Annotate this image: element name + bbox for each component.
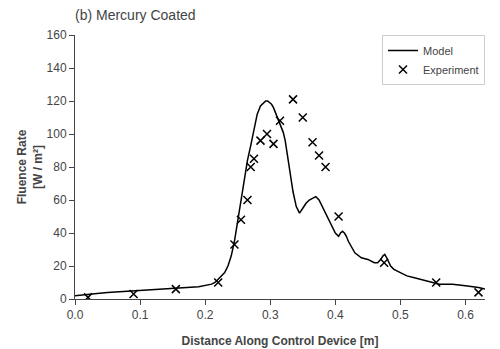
svg-text:0.3: 0.3 (262, 308, 279, 322)
svg-text:60: 60 (53, 193, 67, 207)
svg-text:Model: Model (423, 45, 453, 57)
svg-text:Distance Along Control Device: Distance Along Control Device [m] (182, 334, 379, 348)
svg-text:0.2: 0.2 (197, 308, 214, 322)
svg-text:160: 160 (47, 28, 67, 42)
svg-text:0: 0 (60, 292, 67, 306)
svg-text:0.4: 0.4 (327, 308, 344, 322)
svg-text:100: 100 (47, 127, 67, 141)
svg-text:40: 40 (53, 226, 67, 240)
svg-text:0.5: 0.5 (392, 308, 409, 322)
svg-text:Experiment: Experiment (423, 64, 479, 76)
svg-text:0.1: 0.1 (132, 308, 149, 322)
svg-text:140: 140 (47, 61, 67, 75)
svg-text:0.6: 0.6 (457, 308, 474, 322)
svg-text:0.0: 0.0 (67, 308, 84, 322)
svg-text:20: 20 (53, 259, 67, 273)
svg-text:120: 120 (47, 94, 67, 108)
svg-text:80: 80 (53, 160, 67, 174)
svg-text:(b) Mercury Coated: (b) Mercury Coated (75, 7, 196, 23)
svg-text:Fluence Rate[W / m²]: Fluence Rate[W / m²] (15, 129, 45, 204)
